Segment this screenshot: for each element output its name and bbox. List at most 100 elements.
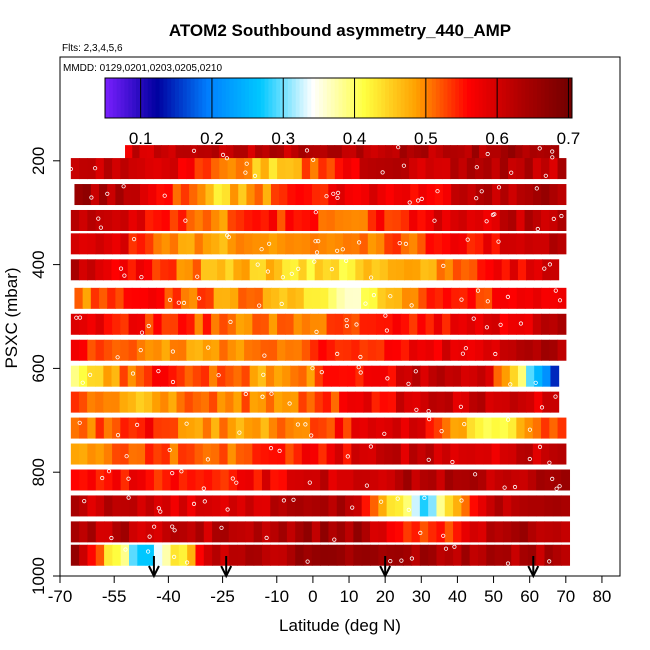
heatmap-cell	[128, 339, 138, 361]
heatmap-cell	[385, 287, 395, 309]
heatmap-cell	[409, 339, 418, 361]
heatmap-cell	[235, 417, 245, 439]
heatmap-cell	[425, 233, 435, 255]
heatmap-cells	[70, 145, 571, 566]
heatmap-cell	[164, 184, 174, 206]
sample-point	[74, 315, 79, 320]
heatmap-cell	[536, 521, 546, 543]
heatmap-cell	[120, 209, 130, 231]
heatmap-cell	[87, 495, 97, 517]
sample-point	[228, 319, 233, 324]
heatmap-cell	[79, 521, 89, 543]
heatmap-cell	[351, 158, 361, 180]
x-tick-label: 0	[308, 587, 317, 606]
heatmap-cell	[221, 287, 231, 309]
heatmap-cell	[87, 417, 97, 439]
heatmap-cell	[486, 544, 496, 566]
heatmap-cell	[112, 469, 122, 491]
heatmap-cell	[355, 259, 365, 281]
heatmap-cell	[192, 259, 202, 281]
heatmap-cell	[419, 469, 429, 491]
heatmap-cell	[103, 233, 113, 255]
heatmap-cell	[306, 391, 316, 413]
sample-point	[547, 460, 552, 465]
sample-point	[191, 148, 197, 153]
heatmap-cell	[336, 184, 346, 206]
heatmap-cell	[411, 469, 421, 491]
heatmap-cell	[238, 184, 248, 206]
heatmap-cell	[359, 443, 369, 465]
sample-point	[358, 354, 363, 360]
heatmap-cell	[326, 313, 336, 335]
heatmap-cell	[464, 145, 473, 167]
heatmap-row	[70, 469, 571, 491]
heatmap-cell	[311, 469, 321, 491]
heatmap-cell	[426, 184, 436, 206]
sample-point	[115, 355, 120, 360]
heatmap-cell	[499, 209, 509, 231]
heatmap-cell	[491, 209, 501, 231]
heatmap-cell	[161, 443, 171, 465]
heatmap-cell	[161, 158, 171, 180]
heatmap-cell	[184, 259, 194, 281]
heatmap-cell	[442, 287, 452, 309]
heatmap-cell	[527, 521, 537, 543]
y-tick-label: 400	[29, 250, 48, 278]
colorbar-cell	[338, 78, 343, 118]
heatmap-cell	[359, 209, 369, 231]
colorbar-cell	[319, 78, 324, 118]
heatmap-cell	[144, 391, 153, 413]
heatmap-cell	[211, 145, 220, 167]
heatmap-cell	[70, 259, 80, 281]
heatmap-cell	[237, 544, 246, 566]
sample-point	[396, 145, 401, 150]
colorbar-cell	[455, 78, 460, 118]
x-axis: -70 -55 -40 -25 -10 0 10 20 30 40 50 60 70 80	[48, 576, 611, 606]
heatmap-cell	[326, 158, 336, 180]
sample-point	[459, 498, 464, 503]
heatmap-cell	[442, 313, 451, 335]
sample-point	[277, 448, 282, 453]
colorbar-cell	[365, 78, 371, 118]
colorbar-cell	[287, 78, 293, 118]
sample-point	[261, 372, 266, 377]
sample-point	[496, 239, 501, 244]
heatmap-cell	[411, 521, 421, 543]
sample-point	[426, 457, 431, 462]
heatmap-cell	[194, 417, 204, 439]
sample-point	[268, 445, 274, 451]
heatmap-cell	[220, 469, 230, 491]
heatmap-cell	[524, 313, 534, 335]
sample-point	[380, 170, 385, 175]
heatmap-cell	[508, 233, 517, 255]
heatmap-cell	[557, 287, 567, 309]
heatmap-cell	[285, 417, 295, 439]
sample-point	[485, 151, 490, 157]
heatmap-cell	[442, 339, 451, 361]
heatmap-cell	[524, 233, 534, 255]
colorbar-cell	[136, 78, 141, 118]
heatmap-cell	[536, 495, 546, 517]
heatmap-cell	[414, 145, 422, 167]
heatmap-cell	[369, 521, 379, 543]
colorbar-cell	[482, 78, 487, 118]
heatmap-cell	[409, 158, 418, 180]
heatmap-cell	[194, 443, 204, 465]
heatmap-cell	[400, 443, 410, 465]
sample-point	[537, 444, 543, 449]
heatmap-cell	[326, 209, 336, 231]
heatmap-cell	[123, 184, 133, 206]
heatmap-cell	[211, 233, 220, 255]
heatmap-cell	[379, 391, 389, 413]
colorbar-cell	[171, 78, 176, 118]
heatmap-cell	[145, 209, 154, 231]
sample-point	[304, 148, 310, 153]
heatmap-cell	[314, 259, 324, 281]
heatmap-cell	[249, 365, 259, 387]
heatmap-cell	[128, 313, 138, 335]
heatmap-cell	[244, 209, 253, 231]
sample-point	[279, 301, 284, 306]
heatmap-cell	[303, 287, 313, 309]
sample-point	[296, 266, 301, 271]
heatmap-cell	[436, 391, 446, 413]
